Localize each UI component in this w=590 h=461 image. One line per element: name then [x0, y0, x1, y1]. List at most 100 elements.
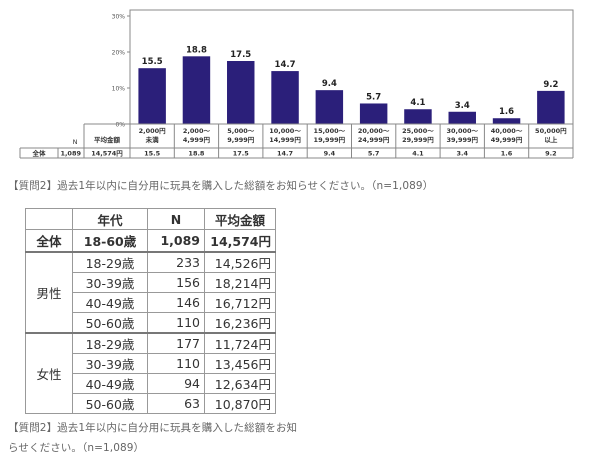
bar [182, 56, 211, 124]
table-row: 50-60歳 110 16,236円 [26, 312, 276, 334]
y-tick-label: 30% [112, 14, 126, 21]
data-label: 17.5 [230, 50, 251, 60]
row-n: 233 [147, 251, 205, 273]
bar-chart: 0% 10% 20% 30% 15.5 18.8 17.5 14.7 9.4 5.7 4.1 3.4 1… [6, 2, 578, 160]
data-label: 9.2 [543, 80, 558, 90]
bar [227, 61, 255, 124]
category-label: 4,999円 [183, 136, 211, 144]
y-tick-label: 0% [115, 122, 125, 129]
data-label: 18.8 [186, 45, 207, 55]
bar [537, 90, 565, 124]
row-avg: 10,870円 [204, 393, 276, 414]
row-age: 50-60歳 [72, 393, 148, 414]
table-header-n: N [73, 138, 78, 146]
table-row-n: 1,089 [60, 150, 81, 158]
total-n: 1,089 [147, 229, 205, 253]
data-label: 3.4 [455, 101, 470, 111]
table-value: 18.8 [188, 150, 205, 158]
table-row: 30-39歳 156 18,214円 [26, 272, 276, 293]
bar [404, 109, 432, 124]
total-label: 全体 [25, 229, 73, 253]
category-label: 19,999円 [314, 136, 346, 144]
table-row-total: 全体 18-60歳 1,089 14,574円 [25, 229, 276, 253]
row-age: 40-49歳 [72, 373, 148, 394]
category-label: 25,000～ [402, 127, 434, 135]
row-avg: 16,712円 [204, 292, 276, 313]
category-label: 30,000～ [446, 127, 478, 135]
bar [315, 90, 344, 124]
data-label: 14.7 [275, 60, 296, 70]
row-avg: 16,236円 [204, 312, 276, 334]
row-n: 94 [147, 373, 205, 394]
category-label: 39,999円 [446, 136, 478, 144]
table-caption-line1: 【質問2】過去1年以内に自分用に玩具を購入した総額をお知 [8, 422, 298, 434]
table-row: 50-60歳 63 10,870円 [26, 393, 276, 414]
table-value: 4.1 [412, 150, 424, 158]
table-header-row: 年代 N 平均金額 [25, 208, 276, 230]
category-label: 20,000～ [358, 127, 390, 135]
row-n: 156 [147, 272, 205, 293]
group-label-male: 男性 [25, 251, 73, 334]
category-label: 10,000～ [269, 127, 301, 135]
y-tick-label: 20% [112, 50, 126, 57]
category-label: 29,999円 [402, 136, 434, 144]
header-avg: 平均金額 [204, 208, 276, 230]
category-label: 40,000～ [491, 127, 523, 135]
bar [138, 68, 166, 124]
category-label: 49,999円 [491, 136, 523, 144]
group-label-female: 女性 [25, 332, 73, 414]
category-label: 5,000～ [227, 127, 255, 135]
category-label: 未満 [146, 135, 160, 144]
header-age: 年代 [72, 208, 148, 230]
row-avg: 13,456円 [204, 353, 276, 374]
category-label: 以上 [544, 135, 558, 144]
row-age: 30-39歳 [72, 353, 148, 374]
summary-table: 年代 N 平均金額 全体 18-60歳 1,089 14,574円 男性 18-… [25, 208, 276, 414]
table-caption-line2: らせください。（n=1,089） [8, 442, 145, 454]
category-label: 2,000円 [139, 127, 167, 135]
row-n: 110 [147, 353, 205, 374]
row-n: 63 [147, 393, 205, 414]
bar [271, 71, 299, 124]
table-row: 40-49歳 94 12,634円 [26, 373, 276, 394]
table-value: 17.5 [233, 150, 250, 158]
header-n: N [147, 208, 205, 230]
row-n: 146 [147, 292, 205, 313]
category-label: 24,999円 [358, 136, 390, 144]
table-row-label: 全体 [32, 149, 47, 158]
table-row: 男性 18-29歳 233 14,526円 [25, 251, 276, 334]
category-label: 50,000円 [535, 127, 567, 135]
data-label: 9.4 [322, 79, 337, 89]
table-row-avg: 14,574円 [91, 150, 123, 158]
category-label: 9,999円 [227, 136, 255, 144]
data-label: 5.7 [366, 92, 381, 102]
table-value: 15.5 [144, 150, 161, 158]
category-label: 14,999円 [269, 136, 301, 144]
row-age: 18-29歳 [72, 332, 148, 354]
category-label: 2,000～ [183, 127, 211, 135]
table-row: 女性 18-29歳 177 11,724円 [25, 332, 276, 414]
table-value: 14.7 [277, 150, 293, 158]
data-label: 1.6 [499, 107, 514, 117]
table-value: 9.2 [545, 150, 557, 158]
row-avg: 12,634円 [204, 373, 276, 394]
table-value: 3.4 [456, 150, 468, 158]
bar [448, 111, 476, 124]
table-header-avg: 平均金額 [94, 135, 121, 144]
row-n: 177 [147, 332, 205, 354]
y-tick-label: 10% [112, 86, 126, 93]
row-n: 110 [147, 312, 205, 334]
row-age: 40-49歳 [72, 292, 148, 313]
data-label: 4.1 [410, 98, 425, 108]
bar-chart-svg: 0% 10% 20% 30% 15.5 18.8 17.5 14.7 9.4 5.7 4.1 3.4 1… [19, 9, 574, 159]
row-avg: 14,526円 [204, 251, 276, 273]
bar [359, 103, 388, 124]
header-blank-cell [25, 208, 73, 230]
row-avg: 18,214円 [204, 272, 276, 293]
chart-caption: 【質問2】過去1年以内に自分用に玩具を購入した総額をお知らせください。（n=1,… [8, 180, 434, 192]
table-caption: 【質問2】過去1年以内に自分用に玩具を購入した総額をお知 らせください。（n=1… [8, 418, 308, 458]
row-age: 30-39歳 [72, 272, 148, 293]
table-row: 40-49歳 146 16,712円 [26, 292, 276, 313]
table-value: 1.6 [501, 150, 513, 158]
bar [492, 118, 521, 124]
